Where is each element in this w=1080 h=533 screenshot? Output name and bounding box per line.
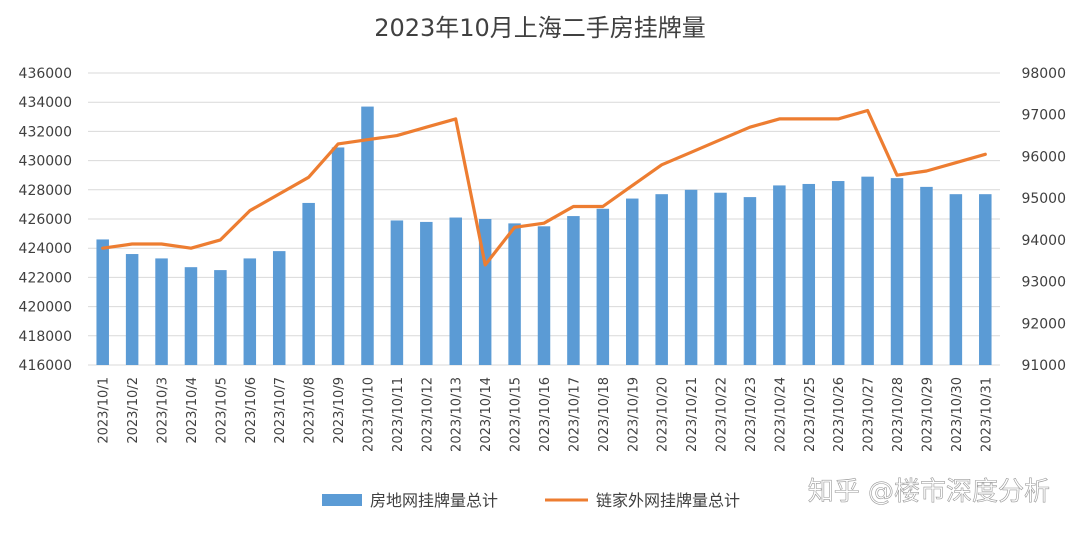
bar bbox=[831, 181, 845, 365]
left-tick-label: 420000 bbox=[19, 300, 72, 316]
legend-label-line: 链家外网挂牌量总计 bbox=[596, 491, 740, 510]
bar bbox=[684, 189, 698, 365]
left-tick-label: 432000 bbox=[19, 124, 72, 140]
bar bbox=[949, 194, 963, 365]
left-tick-label: 434000 bbox=[19, 95, 72, 111]
right-tick-label: 93000 bbox=[1021, 275, 1066, 291]
legend-swatch-bar bbox=[322, 494, 362, 506]
x-tick-label: 2023/10/7 bbox=[273, 377, 288, 444]
bar bbox=[184, 267, 198, 365]
right-tick-label: 96000 bbox=[1021, 149, 1066, 165]
left-tick-label: 424000 bbox=[19, 241, 72, 257]
left-tick-label: 416000 bbox=[19, 358, 72, 374]
right-tick-label: 95000 bbox=[1021, 191, 1066, 207]
bar bbox=[979, 194, 992, 365]
bar bbox=[743, 197, 757, 365]
bar bbox=[331, 147, 345, 365]
bar bbox=[596, 208, 610, 365]
bar bbox=[420, 221, 433, 365]
x-tick-label: 2023/10/15 bbox=[509, 377, 524, 452]
bar bbox=[214, 270, 227, 365]
left-tick-label: 426000 bbox=[19, 212, 72, 228]
right-tick-label: 92000 bbox=[1021, 316, 1066, 332]
bar bbox=[920, 186, 933, 365]
x-tick-label: 2023/10/26 bbox=[832, 377, 847, 452]
x-tick-label: 2023/10/11 bbox=[391, 377, 406, 452]
series-line bbox=[101, 108, 987, 267]
bar bbox=[655, 194, 668, 365]
x-tick-label: 2023/10/13 bbox=[450, 377, 465, 452]
x-tick-label: 2023/10/20 bbox=[656, 377, 671, 452]
left-tick-label: 428000 bbox=[19, 183, 72, 199]
line-series bbox=[101, 108, 987, 267]
right-tick-label: 98000 bbox=[1021, 66, 1066, 82]
bar bbox=[449, 217, 462, 365]
legend: 房地网挂牌量总计 链家外网挂牌量总计 bbox=[322, 491, 740, 510]
x-tick-label: 2023/10/19 bbox=[626, 377, 641, 452]
chart-title: 2023年10月上海二手房挂牌量 bbox=[374, 14, 706, 42]
bar bbox=[802, 183, 816, 365]
bar bbox=[155, 258, 168, 365]
x-tick-label: 2023/10/28 bbox=[891, 377, 906, 452]
x-tick-label: 2023/10/2 bbox=[126, 377, 141, 444]
x-tick-label: 2023/10/12 bbox=[420, 377, 435, 452]
bar bbox=[890, 178, 904, 365]
left-tick-label: 422000 bbox=[19, 270, 72, 286]
x-tick-label: 2023/10/6 bbox=[244, 377, 259, 444]
x-tick-label: 2023/10/1 bbox=[97, 377, 112, 444]
x-tick-label: 2023/10/4 bbox=[185, 377, 200, 444]
x-tick-label: 2023/10/22 bbox=[715, 377, 730, 452]
x-axis-ticks: 2023/10/1 2023/10/2 2023/10/3 2023/10/4 2023… bbox=[97, 377, 995, 452]
bar bbox=[243, 258, 257, 365]
bar-series bbox=[96, 106, 992, 365]
bar bbox=[714, 192, 727, 365]
x-tick-label: 2023/10/23 bbox=[744, 377, 759, 452]
x-tick-label: 2023/10/30 bbox=[950, 377, 965, 452]
x-tick-label: 2023/10/31 bbox=[979, 377, 994, 452]
x-tick-label: 2023/10/25 bbox=[803, 377, 818, 452]
left-axis-ticks: 416000 418000 420000 422000 424000 426000 4280… bbox=[19, 66, 72, 374]
x-tick-label: 2023/10/16 bbox=[538, 377, 553, 452]
x-tick-label: 2023/10/29 bbox=[920, 377, 935, 452]
bar bbox=[96, 239, 109, 365]
legend-label-bar: 房地网挂牌量总计 bbox=[370, 491, 498, 510]
x-tick-label: 2023/10/14 bbox=[479, 377, 494, 452]
x-tick-label: 2023/10/24 bbox=[773, 377, 788, 452]
bar bbox=[508, 223, 521, 365]
x-tick-label: 2023/10/5 bbox=[214, 377, 229, 444]
x-tick-label: 2023/10/18 bbox=[597, 377, 612, 452]
bar bbox=[861, 176, 874, 365]
bar bbox=[302, 202, 315, 365]
bar bbox=[361, 106, 374, 365]
x-tick-label: 2023/10/9 bbox=[332, 377, 347, 444]
bar bbox=[773, 185, 786, 365]
right-tick-label: 91000 bbox=[1021, 358, 1066, 374]
right-tick-label: 94000 bbox=[1021, 233, 1066, 249]
watermark-text: 知乎 @楼市深度分析 bbox=[808, 477, 1050, 507]
bar bbox=[626, 198, 639, 365]
bar bbox=[272, 251, 286, 365]
x-tick-label: 2023/10/17 bbox=[567, 377, 582, 452]
left-tick-label: 430000 bbox=[19, 154, 72, 170]
x-tick-label: 2023/10/21 bbox=[685, 377, 700, 452]
x-tick-label: 2023/10/10 bbox=[361, 377, 376, 452]
x-tick-label: 2023/10/8 bbox=[303, 377, 318, 444]
x-tick-label: 2023/10/27 bbox=[862, 377, 877, 452]
left-tick-label: 418000 bbox=[19, 329, 72, 345]
right-axis-ticks: 91000 92000 93000 94000 95000 96000 97000 98000 bbox=[1021, 66, 1066, 374]
left-tick-label: 436000 bbox=[19, 66, 72, 82]
bar bbox=[537, 226, 551, 365]
right-tick-label: 97000 bbox=[1021, 108, 1066, 124]
bar bbox=[567, 216, 580, 365]
bar bbox=[390, 220, 404, 365]
bar bbox=[125, 254, 139, 365]
x-tick-label: 2023/10/3 bbox=[156, 377, 171, 444]
